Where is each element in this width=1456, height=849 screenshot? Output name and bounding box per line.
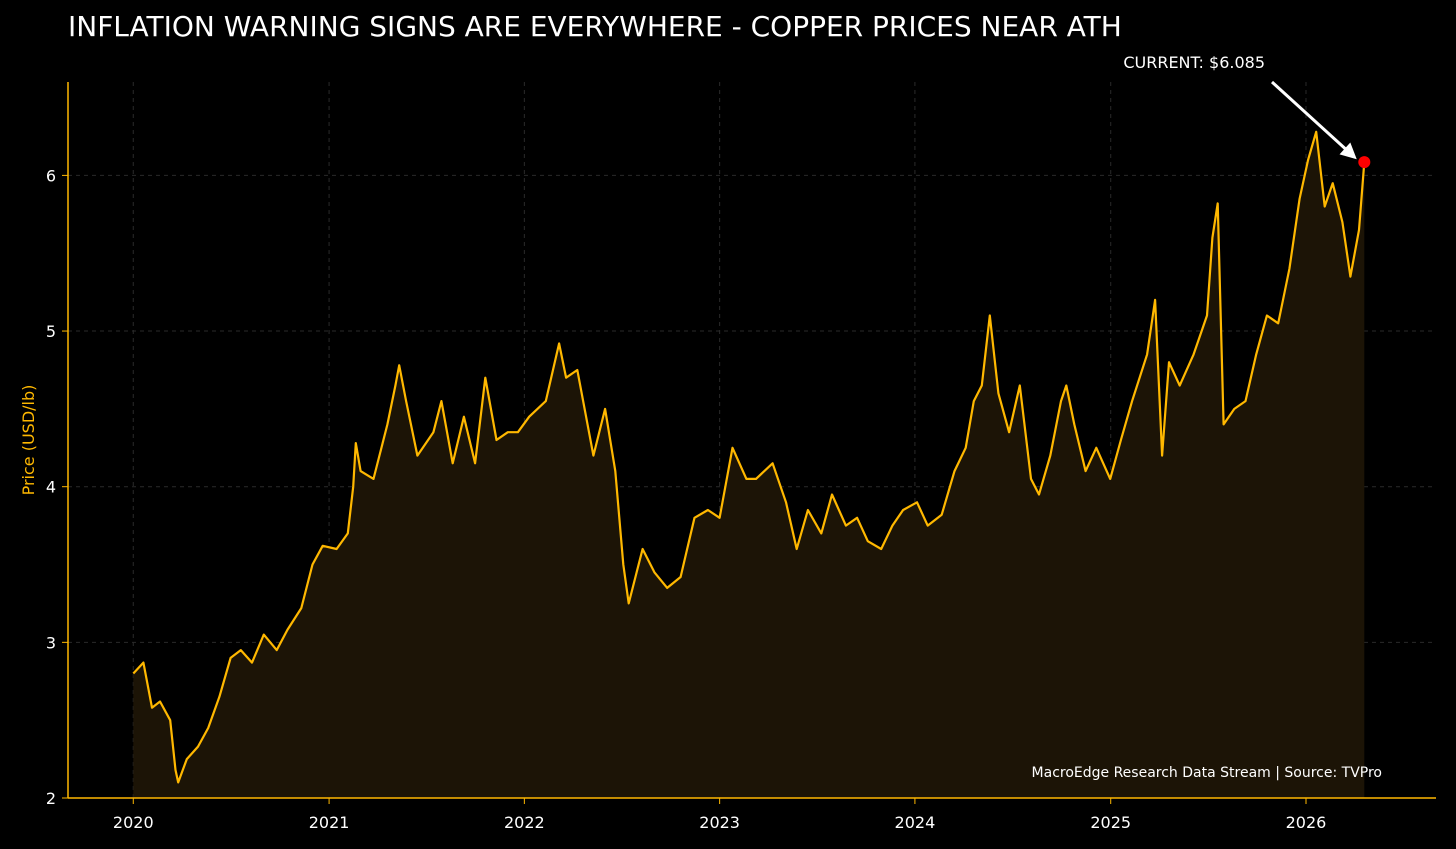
- current-value-marker: [1358, 156, 1371, 169]
- axes: [62, 82, 1436, 804]
- x-tick-label: 2020: [113, 813, 154, 832]
- x-tick-label: 2023: [699, 813, 740, 832]
- source-note: MacroEdge Research Data Stream | Source:…: [1032, 765, 1382, 781]
- tick-labels: 2 3 4 5 6 2020 2021 2022 2023 2024 2025 2026: [46, 166, 1327, 832]
- y-tick-label: 5: [46, 322, 56, 341]
- y-tick-label: 4: [46, 478, 56, 497]
- current-arrow-head: [1339, 142, 1357, 160]
- price-line: [132, 130, 1366, 784]
- price-area-fill: [133, 131, 1365, 799]
- chart-title: INFLATION WARNING SIGNS ARE EVERYWHERE -…: [68, 10, 1122, 43]
- y-tick-label: 2: [46, 789, 56, 808]
- x-tick-label: 2021: [309, 813, 350, 832]
- y-axis-label: Price (USD/lb): [19, 385, 38, 496]
- x-tick-label: 2026: [1286, 813, 1327, 832]
- x-tick-label: 2025: [1090, 813, 1131, 832]
- current-value-annotation: CURRENT: $6.085: [1123, 53, 1265, 72]
- current-arrow: [1270, 80, 1354, 157]
- x-tick-label: 2022: [504, 813, 545, 832]
- y-tick-label: 6: [46, 166, 56, 185]
- y-tick-label: 3: [46, 633, 56, 652]
- x-tick-label: 2024: [895, 813, 936, 832]
